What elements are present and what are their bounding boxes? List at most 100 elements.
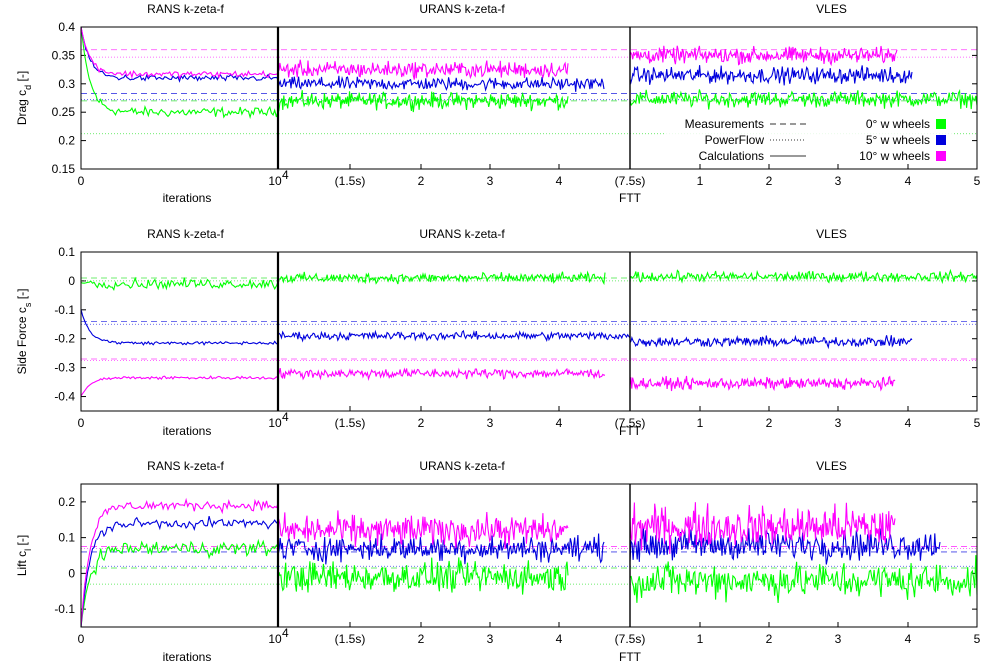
y-tick-label: 0	[68, 566, 75, 580]
series-rans-magenta	[80, 26, 279, 80]
legend-line-label: Calculations	[699, 149, 764, 163]
y-tick-label: 0.15	[52, 162, 76, 176]
x-tick-label: 2	[418, 632, 425, 646]
x-tick-label: 5	[974, 416, 981, 430]
series-urans-blue	[277, 329, 631, 343]
series-rans-blue	[80, 309, 279, 346]
x-tick-label: 4	[905, 632, 912, 646]
legend-background	[664, 112, 954, 164]
y-tick-label: -0.2	[54, 332, 75, 346]
series-rans-blue	[80, 26, 279, 83]
x-tick-label: (1.5s)	[335, 174, 366, 188]
x-axis-label-ftt: FTT	[619, 191, 642, 205]
series-urans-magenta	[277, 367, 606, 381]
x-tick-label: 3	[487, 174, 494, 188]
y-tick-label: 0.35	[52, 48, 76, 62]
series-vles-green	[629, 555, 978, 603]
section-title-urans: URANS k-zeta-f	[419, 459, 505, 473]
y-axis-label: Lift cl [-]	[15, 535, 33, 576]
section-title-urans: URANS k-zeta-f	[419, 227, 505, 241]
series-vles-blue	[629, 65, 913, 86]
x-axis-label-iterations: iterations	[163, 650, 212, 664]
x-tick-label: 10	[268, 632, 282, 646]
x-tick-label: 0	[78, 416, 85, 430]
legend-color-swatch	[936, 119, 946, 129]
y-tick-label: -0.4	[54, 390, 75, 404]
series-urans-green	[277, 90, 569, 113]
series-urans-magenta	[277, 510, 569, 550]
series-vles-magenta	[629, 45, 898, 67]
x-tick-label: 3	[835, 632, 842, 646]
x-tick-label: (7.5s)	[615, 632, 646, 646]
x-tick-label: 2	[418, 174, 425, 188]
x-tick-label: (7.5s)	[615, 174, 646, 188]
section-title-urans: URANS k-zeta-f	[419, 2, 505, 16]
x-tick-label: 4	[556, 632, 563, 646]
legend-line-label: Measurements	[685, 117, 764, 131]
series-vles-green	[629, 88, 978, 110]
x-tick-label: 2	[766, 174, 773, 188]
legend-line-label: PowerFlow	[705, 133, 765, 147]
y-tick-label: -0.1	[54, 303, 75, 317]
x-tick-label: 4	[905, 416, 912, 430]
x-tick-label: 2	[766, 416, 773, 430]
y-tick-label: -0.3	[54, 361, 75, 375]
series-urans-blue	[277, 75, 605, 92]
x-tick-label: 1	[697, 174, 704, 188]
plot-frame	[80, 483, 978, 628]
x-tick-label: 1	[697, 416, 704, 430]
x-tick-exponent: 4	[282, 410, 289, 424]
plot-frame	[80, 26, 978, 170]
x-tick-label: 3	[487, 632, 494, 646]
series-rans-blue	[80, 515, 279, 628]
x-axis-label-iterations: iterations	[163, 424, 212, 438]
section-title-rans: RANS k-zeta-f	[147, 227, 224, 241]
x-axis-label-ftt: FTT	[619, 650, 642, 664]
section-title-vles: VLES	[816, 459, 847, 473]
series-vles-blue	[629, 527, 941, 565]
x-tick-label: 2	[418, 416, 425, 430]
legend-color-label: 10° w wheels	[859, 149, 930, 163]
x-tick-label: 3	[835, 174, 842, 188]
y-tick-label: 0.2	[58, 495, 75, 509]
x-tick-label: 1	[697, 632, 704, 646]
x-tick-label: 4	[556, 416, 563, 430]
series-rans-green	[80, 276, 279, 291]
section-title-rans: RANS k-zeta-f	[147, 2, 224, 16]
series-urans-green	[277, 270, 606, 286]
y-tick-label: 0.1	[58, 245, 75, 259]
x-tick-exponent: 4	[282, 168, 289, 182]
x-tick-label: (1.5s)	[335, 416, 366, 430]
y-tick-label: 0.3	[58, 77, 75, 91]
x-tick-label: 3	[835, 416, 842, 430]
series-vles-blue	[629, 334, 913, 350]
y-tick-label: 0.25	[52, 105, 76, 119]
section-title-vles: VLES	[816, 227, 847, 241]
x-tick-label: 5	[974, 632, 981, 646]
x-tick-label: 10	[268, 174, 282, 188]
x-tick-label: 3	[487, 416, 494, 430]
x-tick-label: (1.5s)	[335, 632, 366, 646]
plot-frame	[80, 251, 978, 412]
series-rans-green	[80, 26, 279, 120]
x-tick-label: 4	[556, 174, 563, 188]
y-tick-label: 0.2	[58, 134, 75, 148]
x-tick-label: 4	[905, 174, 912, 188]
y-tick-label: 0.1	[58, 531, 75, 545]
series-rans-green	[80, 538, 279, 628]
x-axis-label-iterations: iterations	[163, 191, 212, 205]
legend-color-swatch	[936, 151, 946, 161]
series-vles-magenta	[629, 502, 896, 554]
y-axis-label: Side Force cs [-]	[15, 289, 33, 375]
x-tick-label: (7.5s)	[615, 416, 646, 430]
series-urans-green	[277, 557, 569, 595]
series-vles-green	[629, 268, 978, 285]
x-tick-label: 10	[268, 416, 282, 430]
y-axis-label: Drag cd [-]	[15, 71, 33, 125]
section-title-rans: RANS k-zeta-f	[147, 459, 224, 473]
y-tick-label: 0	[68, 274, 75, 288]
series-rans-magenta	[80, 375, 279, 397]
x-tick-exponent: 4	[282, 626, 289, 640]
series-urans-blue	[277, 533, 605, 565]
